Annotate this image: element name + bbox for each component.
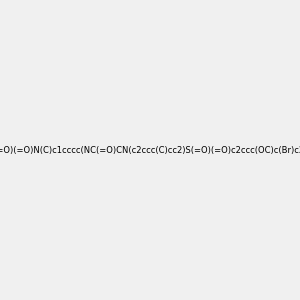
Text: CS(=O)(=O)N(C)c1cccc(NC(=O)CN(c2ccc(C)cc2)S(=O)(=O)c2ccc(OC)c(Br)c2)c1: CS(=O)(=O)N(C)c1cccc(NC(=O)CN(c2ccc(C)cc… [0, 146, 300, 154]
